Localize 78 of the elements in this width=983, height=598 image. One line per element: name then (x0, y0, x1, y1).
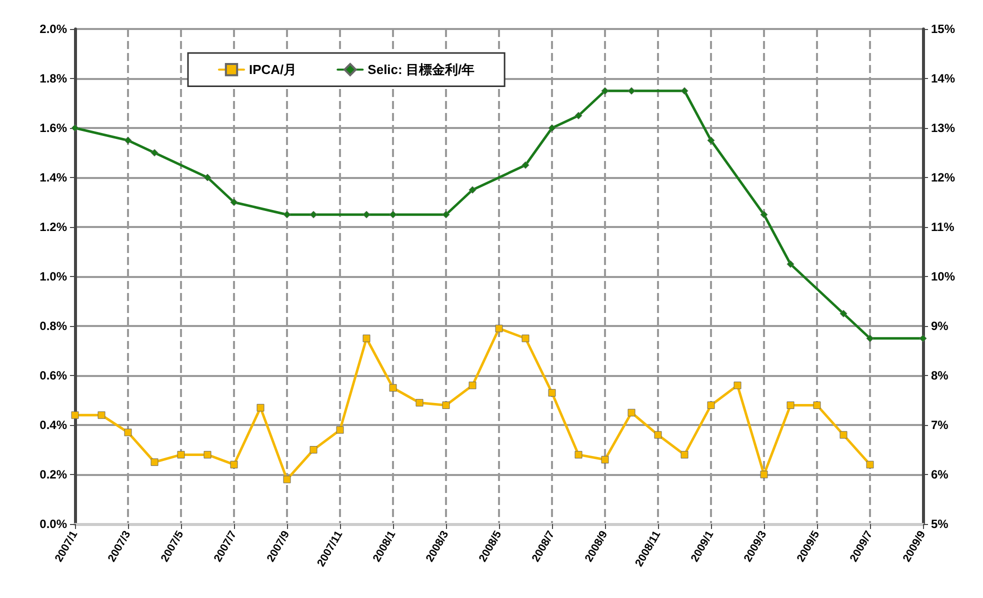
y2-tick-label: 11% (931, 220, 955, 234)
y2-tick-label: 14% (931, 72, 956, 86)
point (548, 389, 556, 397)
point (468, 186, 476, 194)
point (628, 87, 636, 95)
point (468, 382, 476, 390)
point (124, 428, 132, 436)
point (336, 426, 344, 434)
point (574, 112, 582, 120)
point (734, 382, 742, 390)
point (866, 334, 874, 342)
y2-tick-label: 6% (931, 468, 949, 482)
point (840, 431, 848, 439)
point (442, 210, 450, 218)
point (522, 161, 530, 169)
point (574, 450, 582, 458)
y-tick-label: 1.0% (40, 270, 68, 284)
point (150, 458, 158, 466)
y2-tick-label: 13% (931, 121, 956, 135)
point (919, 334, 927, 342)
y2-tick-label: 5% (931, 517, 949, 531)
point (98, 411, 106, 419)
point (230, 198, 238, 206)
point (522, 334, 530, 342)
point (389, 210, 397, 218)
point (71, 124, 79, 132)
point (548, 124, 556, 132)
point (310, 210, 318, 218)
point (680, 450, 688, 458)
point (866, 460, 874, 468)
point (442, 401, 450, 409)
point (389, 384, 397, 392)
point (256, 404, 264, 412)
y-tick-label: 1.8% (40, 72, 68, 86)
point (283, 210, 291, 218)
point (204, 174, 212, 182)
y2-tick-label: 12% (931, 170, 956, 184)
point (707, 136, 715, 144)
point (654, 431, 662, 439)
point (601, 87, 609, 95)
point (310, 446, 318, 454)
y-tick-label: 0.4% (40, 418, 68, 432)
point (680, 87, 688, 95)
y-tick-label: 0.6% (40, 368, 68, 382)
y-tick-label: 0.8% (40, 319, 68, 333)
point (813, 401, 821, 409)
point (362, 334, 370, 342)
legend-label: Selic: 目標金利/年 (368, 62, 475, 78)
point (601, 456, 609, 464)
y-tick-label: 2.0% (40, 22, 68, 36)
point (283, 476, 291, 484)
point (416, 398, 424, 406)
point (495, 324, 503, 332)
y-tick-label: 1.2% (40, 220, 68, 234)
point (840, 310, 848, 318)
point (760, 210, 768, 218)
point (707, 401, 715, 409)
point (786, 401, 794, 409)
y-tick-label: 0.2% (40, 468, 68, 482)
point (786, 260, 794, 268)
y2-tick-label: 8% (931, 368, 949, 382)
y2-tick-label: 9% (931, 319, 949, 333)
y2-tick-label: 10% (931, 270, 956, 284)
point (204, 450, 212, 458)
y-tick-label: 0.0% (40, 517, 68, 531)
point (71, 411, 79, 419)
y-tick-label: 1.4% (40, 170, 68, 184)
point (150, 149, 158, 156)
point (760, 470, 768, 478)
point (230, 460, 238, 468)
point (628, 408, 636, 416)
y2-tick-label: 15% (931, 22, 956, 36)
point (362, 210, 370, 218)
legend-label: IPCA/月 (249, 62, 297, 78)
point (177, 450, 185, 458)
y-tick-label: 1.6% (40, 121, 68, 135)
y2-tick-label: 7% (931, 418, 949, 432)
point (124, 136, 132, 144)
